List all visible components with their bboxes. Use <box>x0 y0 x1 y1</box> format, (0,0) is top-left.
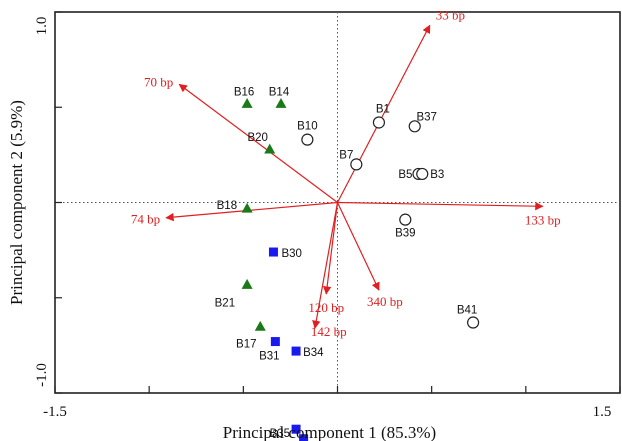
point-label: B7 <box>339 149 353 161</box>
circle-marker <box>350 158 363 171</box>
triangle-marker <box>254 320 266 331</box>
triangle-marker <box>241 97 253 108</box>
vector-label: 142 bp <box>311 324 347 339</box>
triangle-marker <box>275 97 287 108</box>
point-label: B14 <box>269 86 290 98</box>
point-label: B16 <box>234 86 254 98</box>
loading-vector <box>337 201 544 211</box>
square-marker <box>268 247 278 257</box>
point-label: B34 <box>303 347 324 359</box>
point-label: B39 <box>395 228 415 240</box>
loading-vector <box>336 202 380 291</box>
x-tick-label-max: 1.5 <box>593 404 612 420</box>
circle-marker <box>467 316 480 329</box>
square-marker <box>291 424 301 434</box>
triangle-marker <box>241 202 253 213</box>
square-marker <box>270 337 280 347</box>
vector-label: 133 bp <box>525 212 561 227</box>
vector-label: 70 bp <box>144 74 173 89</box>
y-tick-label-max: 1.0 <box>34 17 50 36</box>
loading-vector <box>165 201 338 222</box>
point-label: B41 <box>457 305 477 317</box>
point-label: B35 <box>270 428 290 440</box>
circle-marker <box>399 213 412 226</box>
square-marker <box>299 434 309 441</box>
point-label: B37 <box>416 111 436 123</box>
vector-label: 340 bp <box>367 294 403 309</box>
loading-vector <box>322 202 339 295</box>
x-tick-label-min: -1.5 <box>43 404 67 420</box>
y-axis-title: Principal component 2 (5.9%) <box>7 100 26 305</box>
x-axis-title: Principal component 1 (85.3%) <box>223 423 436 441</box>
loading-vector <box>312 202 339 330</box>
point-label: B30 <box>281 248 301 260</box>
triangle-marker <box>264 143 276 154</box>
y-tick-label-min: -1.0 <box>34 363 50 387</box>
loading-vector <box>178 83 338 203</box>
point-label: B3 <box>430 169 444 181</box>
point-label: B21 <box>215 297 235 309</box>
circle-marker <box>372 116 386 129</box>
point-label: B31 <box>259 351 279 363</box>
point-label: B5 <box>398 169 412 181</box>
circle-marker <box>416 167 429 181</box>
vector-label: 33 bp <box>436 7 465 22</box>
circle-marker <box>408 120 421 133</box>
point-label: B17 <box>236 338 256 350</box>
loading-vector <box>336 24 431 203</box>
square-marker <box>291 346 301 356</box>
triangle-marker <box>241 278 253 289</box>
circle-marker <box>301 133 314 146</box>
point-label: B20 <box>247 132 267 144</box>
point-label: B18 <box>217 200 237 212</box>
vector-label: 120 bp <box>308 300 344 315</box>
point-label: B1 <box>376 103 390 115</box>
vector-label: 74 bp <box>131 212 160 227</box>
point-label: B10 <box>297 121 317 133</box>
